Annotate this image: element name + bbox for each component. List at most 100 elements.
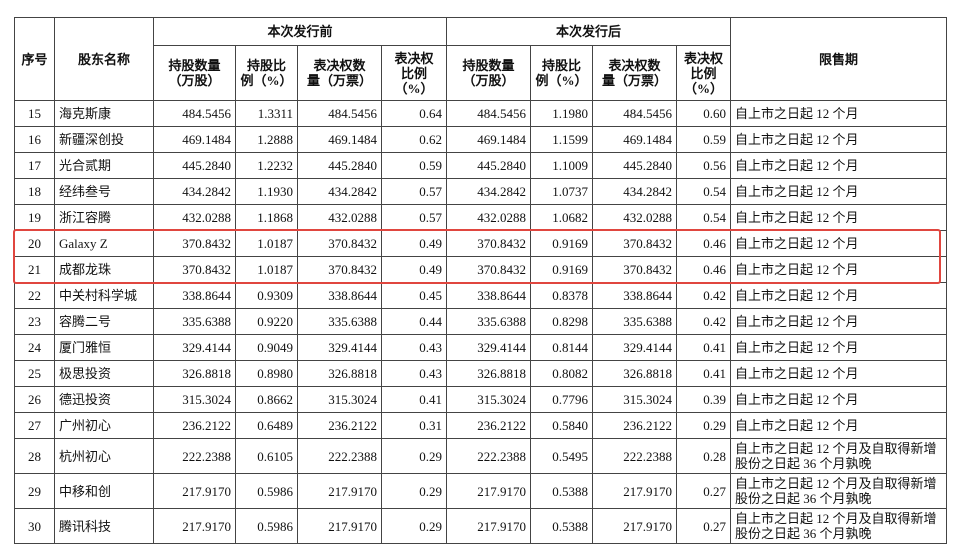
- table-cell: 335.6388: [297, 308, 382, 335]
- table-cell: 0.6489: [235, 412, 298, 439]
- table-cell: 自上市之日起 12 个月: [730, 126, 948, 153]
- table-cell: 0.8082: [530, 360, 594, 387]
- table-cell: 445.2840: [297, 152, 382, 179]
- table-cell: 432.0288: [297, 204, 382, 231]
- table-cell: 0.64: [380, 100, 448, 127]
- table-cell: 0.54: [676, 178, 732, 205]
- table-row: 19 浙江容腾 432.0288 1.1868 432.0288 0.57 432.0288…: [14, 204, 948, 231]
- table-cell: 329.4144: [153, 334, 236, 361]
- table-row: 28 杭州初心 222.2388 0.6105 222.2388 0.29 222.2388…: [14, 438, 948, 474]
- table-cell: 自上市之日起 12 个月: [730, 412, 948, 439]
- table-cell: Galaxy Z: [54, 230, 154, 257]
- table-cell: 0.41: [676, 334, 732, 361]
- header-cell: 持股数量 （万股）: [446, 45, 532, 101]
- header-cell: 持股比 例（%）: [530, 45, 594, 101]
- table-cell: 20: [14, 230, 55, 257]
- table-cell: 0.28: [676, 438, 732, 474]
- table-cell: 370.8432: [297, 230, 382, 257]
- table-cell: 217.9170: [297, 508, 382, 544]
- table-cell: 338.8644: [297, 282, 382, 309]
- table-row: 20 Galaxy Z 370.8432 1.0187 370.8432 0.49 370.…: [14, 230, 948, 257]
- table-cell: 1.1009: [530, 152, 594, 179]
- table-cell: 329.4144: [297, 334, 382, 361]
- table-cell: 217.9170: [297, 473, 382, 509]
- table-cell: 0.8662: [235, 386, 298, 413]
- table-cell: 21: [14, 256, 55, 283]
- table-cell: 1.2888: [235, 126, 298, 153]
- table-cell: 217.9170: [446, 508, 532, 544]
- table-cell: 445.2840: [446, 152, 532, 179]
- header-row: 持股数量 （万股） 持股比 例（%） 表决权数 量（万票） 表决权 比例 （%） 持股数…: [15, 45, 947, 101]
- table-cell: 370.8432: [153, 230, 236, 257]
- table-cell: 338.8644: [446, 282, 532, 309]
- table-cell: 1.1868: [235, 204, 298, 231]
- table-cell: 432.0288: [592, 204, 678, 231]
- table-row: 16 新疆深创投 469.1484 1.2888 469.1484 0.62 469.148…: [14, 126, 948, 153]
- table-row: 29 中移和创 217.9170 0.5986 217.9170 0.29 217.9170…: [14, 473, 948, 509]
- table-cell: 1.1980: [530, 100, 594, 127]
- table-cell: 0.59: [380, 152, 448, 179]
- table-cell: 469.1484: [592, 126, 678, 153]
- table-cell: 1.1599: [530, 126, 594, 153]
- table-row: 22 中关村科学城 338.8644 0.9309 338.8644 0.45 338.86…: [14, 282, 948, 309]
- table-row: 24 厦门雅恒 329.4144 0.9049 329.4144 0.43 329.4144…: [14, 334, 948, 361]
- table-cell: 326.8818: [297, 360, 382, 387]
- table-cell: 0.45: [380, 282, 448, 309]
- table-cell: 0.8144: [530, 334, 594, 361]
- table-cell: 236.2122: [446, 412, 532, 439]
- table-row: 25 极思投资 326.8818 0.8980 326.8818 0.43 326.8818…: [14, 360, 948, 387]
- table-cell: 434.2842: [592, 178, 678, 205]
- table-cell: 1.0187: [235, 230, 298, 257]
- table-cell: 16: [14, 126, 55, 153]
- table-cell: 自上市之日起 12 个月: [730, 230, 948, 257]
- table-cell: 容腾二号: [54, 308, 154, 335]
- table-cell: 自上市之日起 12 个月及自取得新增股份之日起 36 个月孰晚: [730, 508, 948, 544]
- table-cell: 中移和创: [54, 473, 154, 509]
- header-cell: 股东名称: [54, 17, 154, 101]
- table-cell: 25: [14, 360, 55, 387]
- table-cell: 370.8432: [153, 256, 236, 283]
- table-cell: 0.54: [676, 204, 732, 231]
- header-cell: 持股数量 （万股）: [153, 45, 236, 101]
- table-cell: 0.41: [380, 386, 448, 413]
- table-cell: 0.29: [676, 412, 732, 439]
- table-cell: 484.5456: [446, 100, 532, 127]
- table-cell: 0.5495: [530, 438, 594, 474]
- table-cell: 0.8980: [235, 360, 298, 387]
- table-cell: 217.9170: [592, 473, 678, 509]
- table-cell: 445.2840: [153, 152, 236, 179]
- table-cell: 0.49: [380, 256, 448, 283]
- table-cell: 0.9049: [235, 334, 298, 361]
- table-cell: 484.5456: [153, 100, 236, 127]
- table-body: 15 海克斯康 484.5456 1.3311 484.5456 0.64 484.5456…: [14, 100, 948, 544]
- table-cell: 18: [14, 178, 55, 205]
- table-cell: 杭州初心: [54, 438, 154, 474]
- table-row: 27 广州初心 236.2122 0.6489 236.2122 0.31 236.2122…: [14, 412, 948, 439]
- table-cell: 326.8818: [592, 360, 678, 387]
- table-cell: 0.46: [676, 256, 732, 283]
- table-cell: 329.4144: [446, 334, 532, 361]
- table-cell: 236.2122: [297, 412, 382, 439]
- table-cell: 432.0288: [446, 204, 532, 231]
- table-header: 序号 股东名称 本次发行前 本次发行后 限售期 持股数量 （万股） 持股比 例（%） 表决权数…: [14, 17, 948, 101]
- table-row: 26 德迅投资 315.3024 0.8662 315.3024 0.41 315.3024…: [14, 386, 948, 413]
- table-cell: 217.9170: [153, 473, 236, 509]
- header-group: 本次发行前: [152, 17, 448, 46]
- table-cell: 0.9220: [235, 308, 298, 335]
- table-cell: 335.6388: [446, 308, 532, 335]
- table-cell: 370.8432: [592, 256, 678, 283]
- table-cell: 326.8818: [153, 360, 236, 387]
- table-cell: 自上市之日起 12 个月: [730, 360, 948, 387]
- header-cell: 序号: [14, 17, 55, 101]
- table-cell: 中关村科学城: [54, 282, 154, 309]
- table-cell: 0.5986: [235, 473, 298, 509]
- table-row: 21 成都龙珠 370.8432 1.0187 370.8432 0.49 370.8432…: [14, 256, 948, 283]
- table-cell: 222.2388: [592, 438, 678, 474]
- table-cell: 338.8644: [592, 282, 678, 309]
- table-cell: 335.6388: [153, 308, 236, 335]
- table-cell: 0.29: [380, 473, 448, 509]
- table-cell: 0.43: [380, 334, 448, 361]
- table-cell: 自上市之日起 12 个月: [730, 282, 948, 309]
- table-cell: 17: [14, 152, 55, 179]
- table-cell: 23: [14, 308, 55, 335]
